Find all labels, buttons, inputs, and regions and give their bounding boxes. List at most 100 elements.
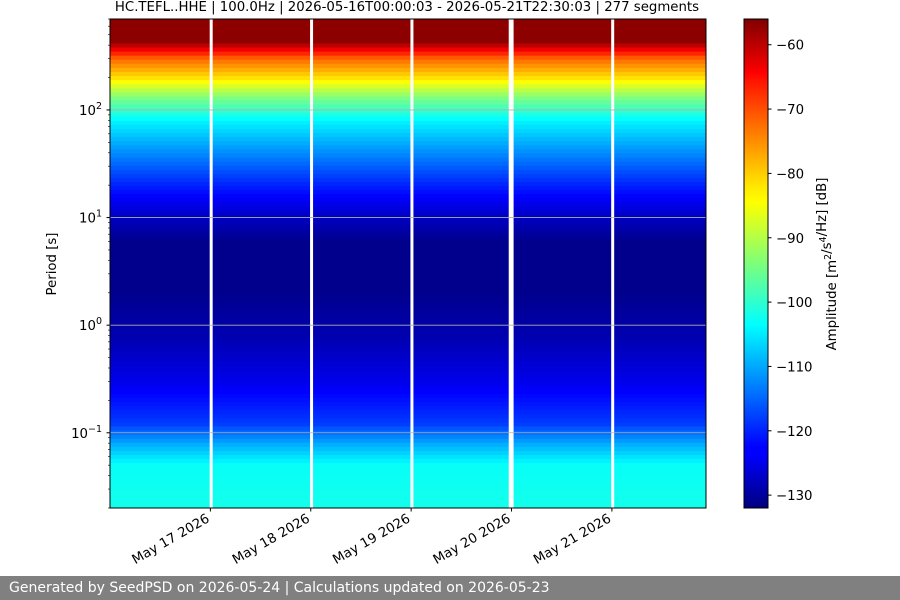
heatmap-row [110,226,706,232]
heatmap-row [110,190,706,195]
heatmap-cells [110,19,706,508]
heatmap-row [110,100,706,106]
heatmap-row [110,108,706,114]
heatmap-row [110,336,706,342]
heatmap-row [110,296,706,301]
heatmap-row [110,63,706,69]
y-axis-ticks: 10−1 100 101 102 [71,18,110,509]
heatmap-row [110,353,706,358]
heatmap-row [110,308,706,313]
heatmap-row [110,173,706,179]
heatmap-row [110,283,706,289]
heatmap-row [110,503,706,508]
heatmap-row [110,271,706,277]
x-tick-label: May 21 2026 [531,511,614,567]
heatmap-row [110,206,706,212]
heatmap-row [110,27,706,32]
psd-spectrogram-chart: HC.TEFL..HHE | 100.0Hz | 2026-05-16T00:0… [45,0,840,568]
heatmap-row [110,23,706,28]
heatmap-row [110,263,706,269]
x-tick-label: May 19 2026 [331,511,414,567]
heatmap-row [110,491,706,497]
data-gap [611,19,615,508]
heatmap-row [110,406,706,411]
heatmap-row [110,19,706,24]
heatmap-row [110,434,706,440]
heatmap-row [110,373,706,379]
heatmap-row [110,76,706,81]
heatmap-row [110,153,706,159]
chart-title: HC.TEFL..HHE | 100.0Hz | 2026-05-16T00:0… [115,0,699,15]
data-gap [310,19,314,508]
heatmap-row [110,332,706,338]
colorbar [743,18,769,509]
heatmap-row [110,84,706,89]
heatmap-row [110,182,706,187]
x-axis-ticks: May 17 2026 May 18 2026 May 19 2026 May 20 … [130,508,614,568]
heatmap-row [110,169,706,175]
heatmap-row [110,202,706,208]
heatmap-row [110,442,706,448]
heatmap-row [110,104,706,110]
heatmap-row [110,345,706,350]
heatmap-row [110,157,706,163]
heatmap-row [110,243,706,248]
heatmap-row [110,251,706,256]
heatmap-row [110,495,706,501]
heatmap-row [110,361,706,366]
heatmap-row [110,418,706,424]
heatmap-row [110,402,706,407]
heatmap-row [110,96,706,102]
heatmap-row [110,198,706,203]
heatmap-row [110,455,706,460]
data-gap [209,19,213,508]
heatmap-row [110,349,706,354]
heatmap-row [110,120,706,126]
heatmap-row [110,71,706,77]
heatmap-row [110,483,706,489]
heatmap-row [110,43,706,49]
heatmap-row [110,422,706,428]
heatmap-row [110,255,706,261]
heatmap-row [110,426,706,432]
colorbar-tick-label: −70 [776,103,804,118]
heatmap-row [110,287,706,293]
colorbar-label: Amplitude [m2/s4/Hz] [dB] [815,178,840,351]
x-tick-label: May 17 2026 [130,511,213,567]
heatmap-row [110,279,706,285]
heatmap-row [110,459,706,464]
heatmap-row [110,450,706,456]
heatmap-row [110,47,706,53]
heatmap-row [110,479,706,485]
colorbar-tick-label: −120 [776,425,813,440]
y-tick-label: 102 [79,101,102,119]
heatmap-row [110,389,706,395]
heatmap-row [110,55,706,61]
heatmap-row [110,194,706,199]
heatmap-row [110,316,706,322]
heatmap-row [110,124,706,130]
heatmap-row [110,487,706,493]
heatmap-row [110,369,706,375]
heatmap-row [110,149,706,155]
heatmap-row [110,165,706,171]
heatmap-row [110,300,706,305]
heatmap-row [110,222,706,228]
heatmap-row [110,112,706,118]
heatmap-row [110,31,706,36]
heatmap-row [110,292,706,297]
heatmap-row [110,177,706,183]
colorbar-tick-label: −80 [776,167,804,182]
heatmap-row [110,499,706,505]
heatmap-row [110,463,706,468]
heatmap-row [110,92,706,98]
heatmap-row [110,267,706,273]
heatmap-row [110,328,706,334]
heatmap-row [110,357,706,362]
heatmap-row [110,393,706,399]
plot-frame [109,18,707,509]
heatmap-row [110,67,706,73]
heatmap-row [110,475,706,481]
heatmap-row [110,385,706,391]
heatmap-row [110,414,706,419]
